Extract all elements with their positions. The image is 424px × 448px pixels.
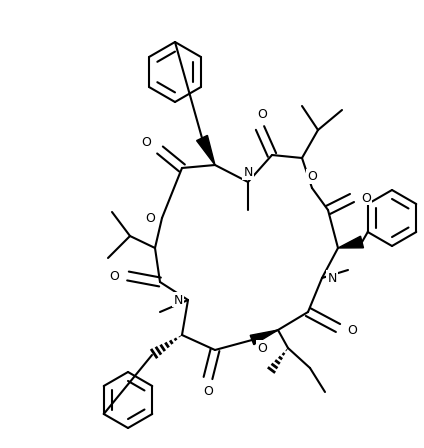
- Text: O: O: [203, 385, 213, 399]
- Polygon shape: [197, 135, 215, 165]
- Text: O: O: [307, 169, 317, 182]
- Text: O: O: [257, 108, 267, 121]
- Text: O: O: [257, 341, 267, 354]
- Text: N: N: [327, 271, 337, 284]
- Text: O: O: [307, 169, 317, 182]
- Text: O: O: [347, 323, 357, 336]
- Text: N: N: [243, 165, 253, 178]
- Text: O: O: [361, 191, 371, 204]
- Text: O: O: [257, 108, 267, 121]
- Text: O: O: [347, 323, 357, 336]
- Text: O: O: [109, 270, 119, 283]
- Text: N: N: [173, 293, 183, 306]
- Text: O: O: [361, 191, 371, 204]
- Polygon shape: [338, 236, 363, 248]
- Text: O: O: [141, 135, 151, 148]
- Text: O: O: [203, 385, 213, 399]
- Text: O: O: [145, 211, 155, 224]
- Text: N: N: [243, 165, 253, 178]
- Text: O: O: [145, 211, 155, 224]
- Text: O: O: [109, 270, 119, 283]
- Polygon shape: [250, 330, 278, 345]
- Text: N: N: [327, 271, 337, 284]
- Text: O: O: [141, 135, 151, 148]
- Text: O: O: [257, 341, 267, 354]
- Text: N: N: [173, 293, 183, 306]
